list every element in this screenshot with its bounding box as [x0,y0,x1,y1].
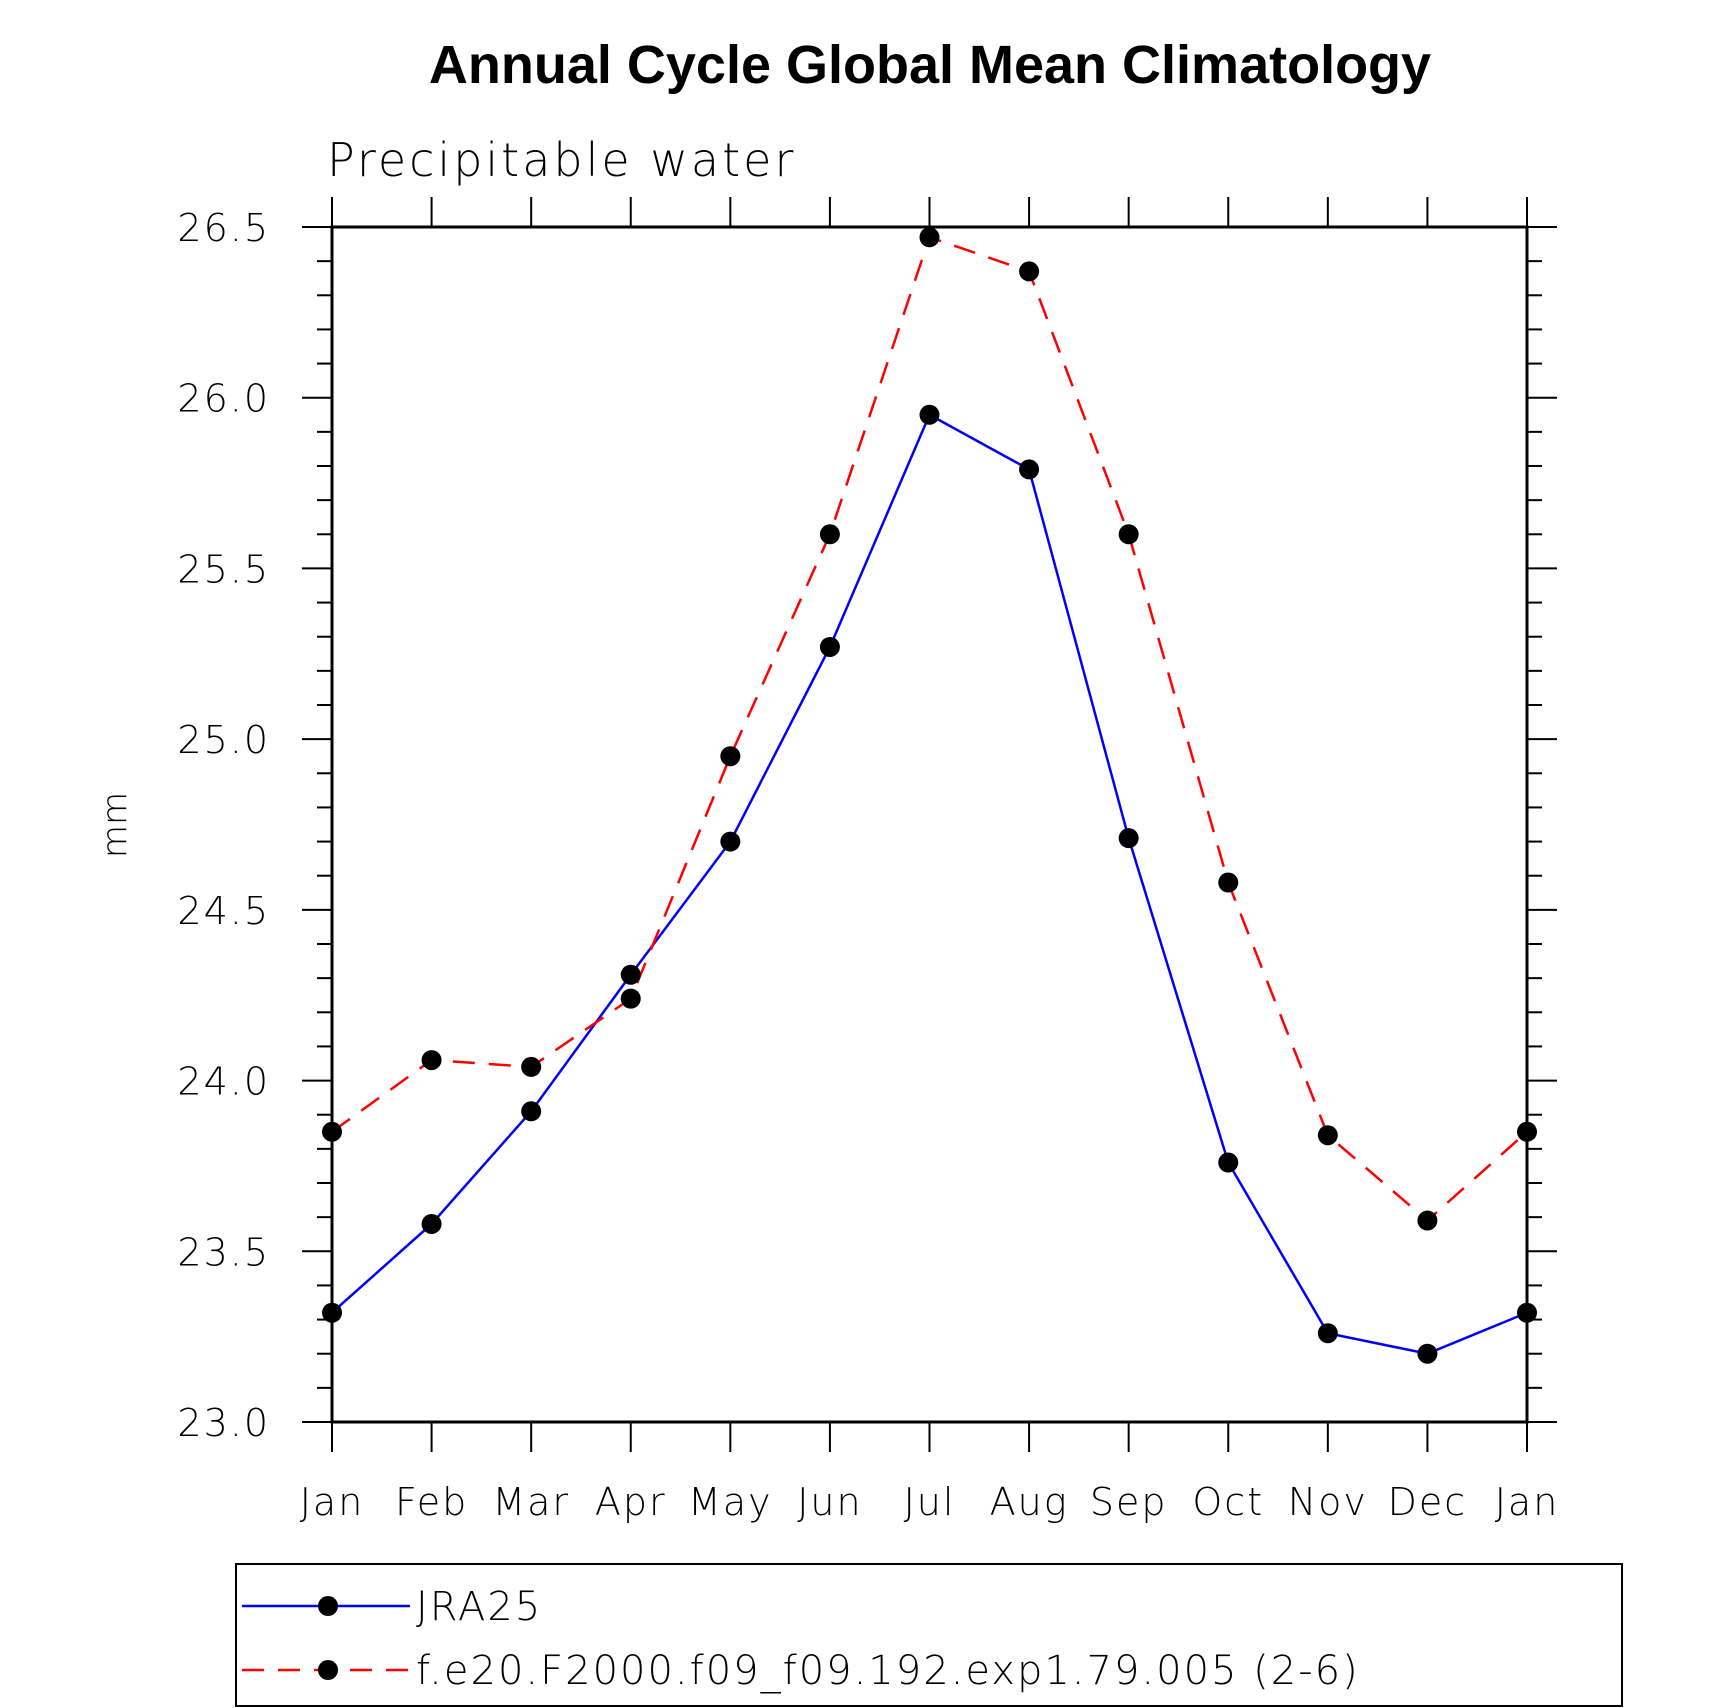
x-tick-label: Jun [797,1480,862,1524]
series-line-0 [331,413,1528,1356]
chart-subtitle: Precipitable water [327,133,796,187]
series-1-point [521,1056,542,1077]
series-0-point [620,964,641,985]
x-tick-label: Apr [595,1480,667,1524]
series-0-point [819,636,840,657]
x-tick-label: Nov [1288,1480,1368,1524]
x-tick-label: Mar [492,1480,570,1524]
x-tick-labels: Jan Feb Mar Apr May Jun Jul Aug Sep Oct Nov Dec Jan [300,1480,1560,1524]
legend-marker-model [318,1660,338,1680]
axis-ticks [302,197,1557,1452]
y-tick-label: 24.0 [177,1060,270,1104]
series-0-point [720,831,741,852]
y-tick-label: 26.5 [177,206,270,250]
series-1-point [1517,1121,1537,1142]
series-1-point [720,746,741,767]
series-1-point [1417,1210,1438,1231]
series-0-point [1218,1152,1239,1173]
legend-marker-jra25 [318,1596,338,1616]
y-axis-label: mm [95,792,135,858]
series-0-point [919,404,940,425]
series-1-point [819,524,840,545]
legend: JRA25 f.e20.F2000.f09_f09.192.exp1.79.00… [235,1563,1623,1707]
series-1-point [322,1121,342,1142]
x-tick-label: Oct [1192,1480,1264,1524]
y-tick-label: 23.0 [177,1401,270,1445]
x-tick-label: Aug [990,1480,1069,1524]
x-tick-label: Feb [395,1480,468,1524]
series-line-1 [331,235,1528,1223]
y-tick-label: 24.5 [177,889,270,933]
series-0-point [1417,1343,1438,1364]
legend-box [235,1563,1623,1707]
chart-title: Annual Cycle Global Mean Climatology [429,35,1431,95]
x-tick-label: Jan [1495,1480,1560,1524]
x-tick-label: Dec [1388,1480,1468,1524]
series-0-point [1019,459,1040,480]
series-0-point [421,1213,442,1234]
series-1-point [1218,872,1239,893]
x-tick-label: Jul [904,1480,956,1524]
y-tick-label: 26.0 [177,377,270,421]
x-tick-label: Sep [1090,1480,1168,1524]
series-layer [322,227,1537,1364]
y-tick-labels: 23.0 23.5 24.0 24.5 25.0 25.5 26.0 26.5 [177,206,270,1445]
series-1-point [421,1050,442,1071]
x-tick-label: May [688,1480,773,1524]
series-0-point [322,1302,342,1323]
series-0-point [1317,1323,1338,1344]
y-tick-label: 25.0 [177,718,270,762]
series-1-point [1118,524,1139,545]
series-1-point [620,988,641,1009]
y-tick-label: 23.5 [177,1230,270,1274]
legend-label-jra25: JRA25 [416,1584,542,1630]
series-1-point [1019,261,1040,282]
series-1-point [1317,1125,1338,1146]
series-0-point [521,1101,542,1122]
y-tick-label: 25.5 [177,547,270,591]
x-tick-label: Jan [300,1480,365,1524]
series-1-point [919,227,940,248]
series-0-point [1517,1302,1537,1323]
series-0-point [1118,828,1139,849]
legend-label-model: f.e20.F2000.f09_f09.192.exp1.79.005 (2-6… [416,1648,1360,1694]
